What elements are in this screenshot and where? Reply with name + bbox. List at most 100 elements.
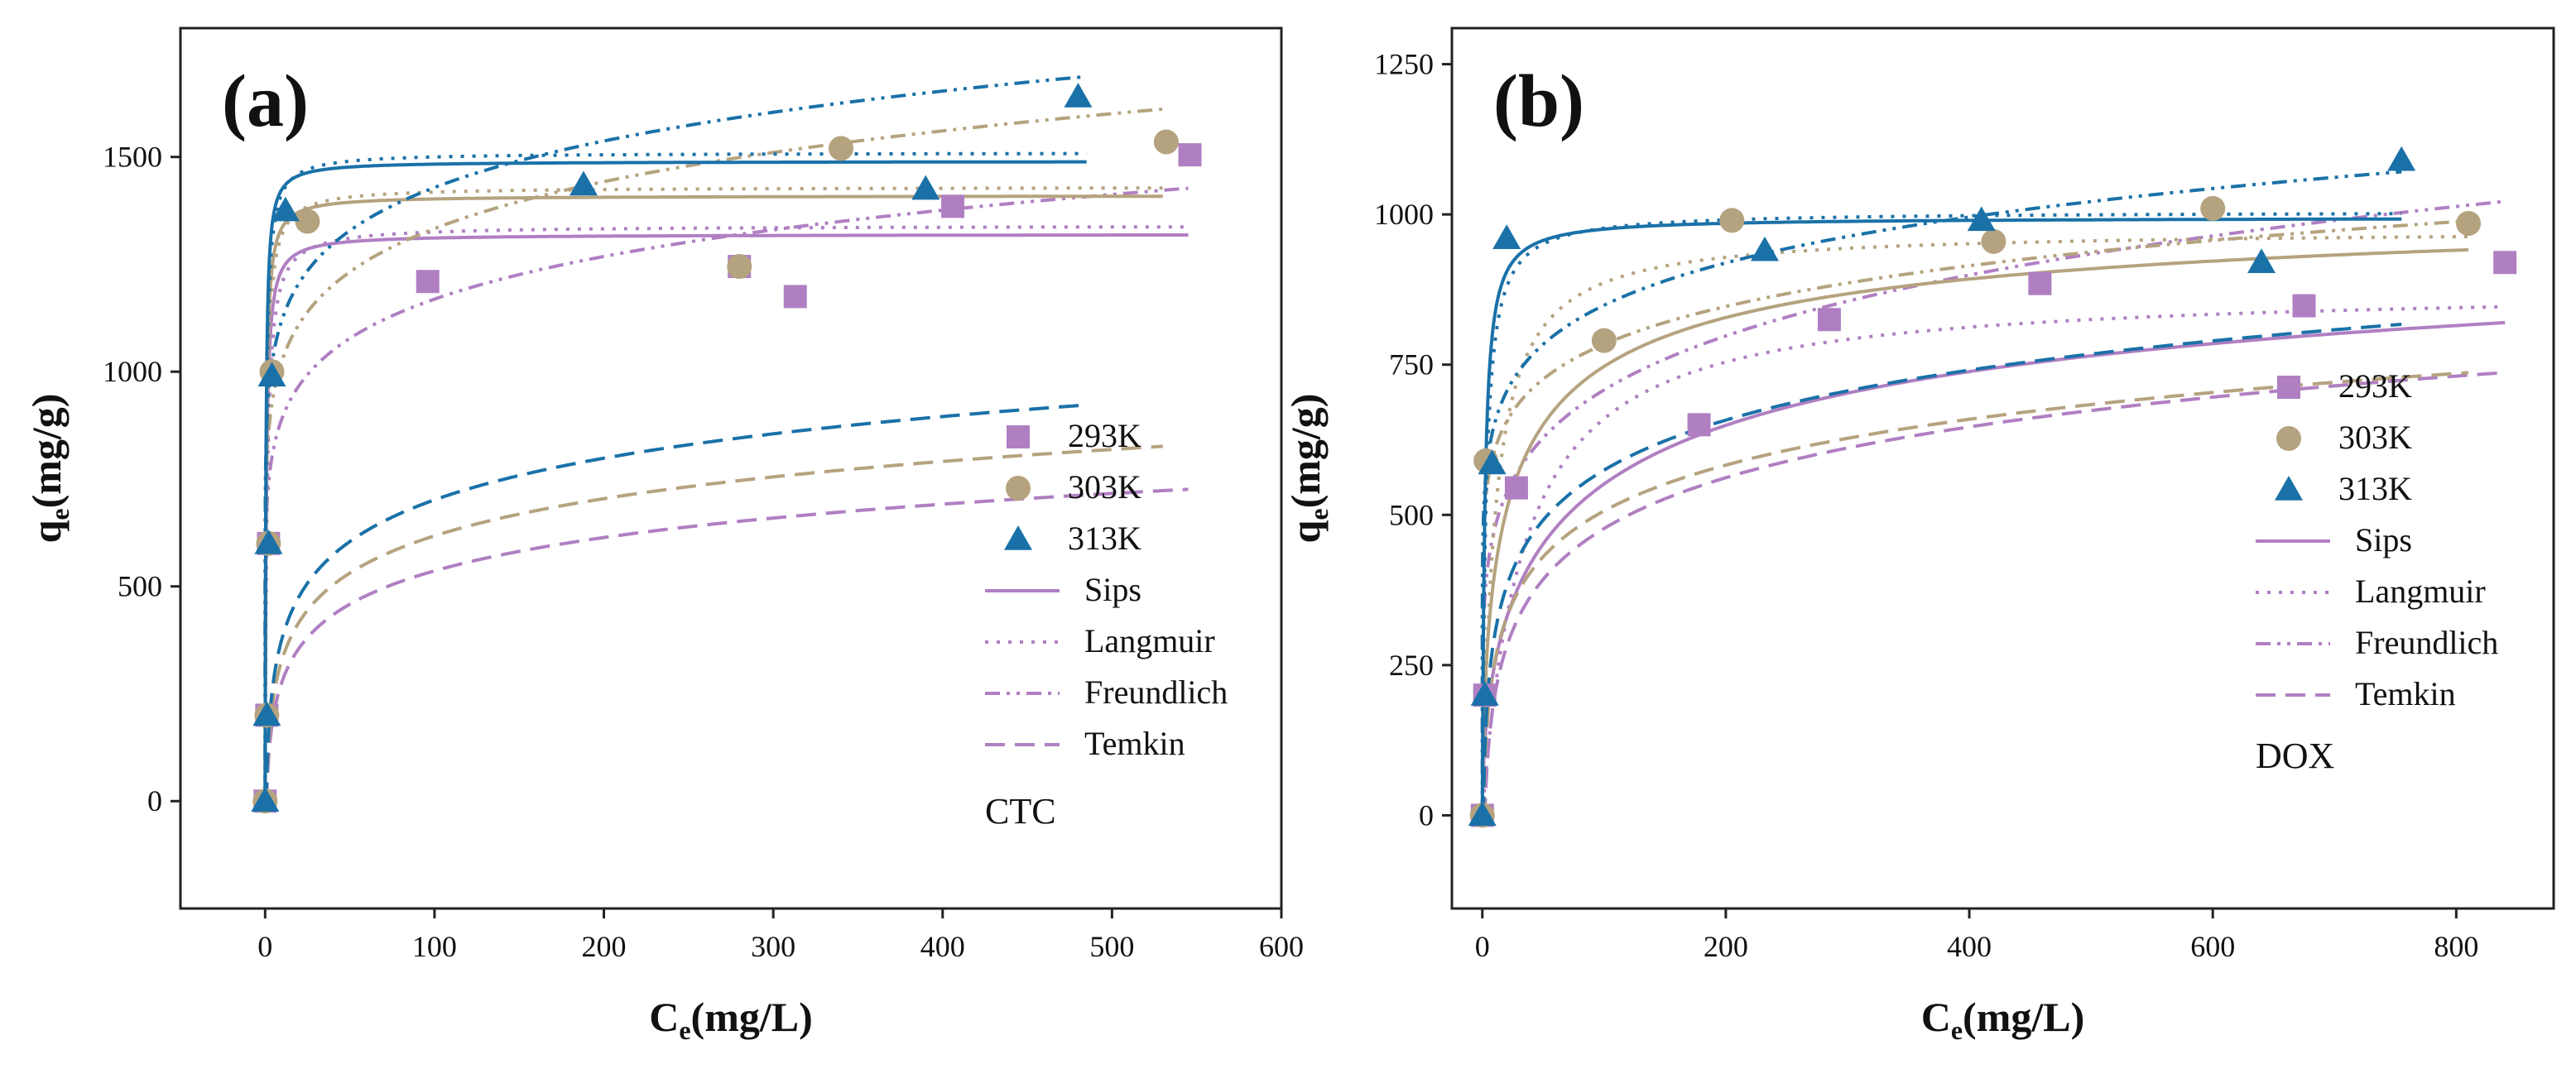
panel-b-point-313K-5 (1967, 206, 1996, 232)
panel-a-y-axis-title: qe(mg/g) (23, 394, 74, 544)
panel-b-legend-label-langmuir: Langmuir (2355, 573, 2486, 610)
panel-b-y-tick-label: 500 (1389, 498, 1434, 531)
panel-a-x-tick-label: 200 (582, 930, 627, 963)
panel-a-legend-label-langmuir: Langmuir (1084, 622, 1215, 659)
panel-a-y-tick-label: 0 (147, 784, 162, 817)
panel-b-point-293K-2 (1504, 476, 1528, 500)
panel-b-plot-frame (1450, 26, 2555, 910)
panel-b-point-313K-0 (1468, 801, 1497, 827)
panel-b-legend-label-293k: 293K (2338, 367, 2412, 405)
panel-a-point-313K-2 (254, 529, 283, 554)
panel-b-legend-label-temkin: Temkin (2355, 675, 2456, 712)
panel-b-x-tick-label: 200 (1704, 930, 1748, 963)
panel-b-panel-label: (b) (1493, 60, 1584, 142)
panel-a-legend-marker-303K (1006, 476, 1031, 501)
panel-b-legend-item-langmuir: Langmuir (2256, 573, 2486, 610)
panel-a-x-tick-label: 500 (1089, 930, 1134, 963)
panel-b-fit-freundlich-313K (1480, 170, 2402, 816)
panel-b-annotation: DOX (2256, 736, 2334, 776)
panel-b-fit-langmuir-313K (1480, 212, 2402, 816)
panel-b-point-313K-7 (2387, 146, 2416, 171)
panel-b-legend-item-temkin: Temkin (2256, 675, 2456, 712)
panel-b-y-tick-label: 1000 (1374, 198, 1434, 231)
panel-a-fit-temkin-293K (265, 487, 1189, 803)
panel-b-point-313K-1 (1470, 681, 1499, 706)
panel-b-legend-label-303k: 303K (2338, 419, 2412, 456)
panel-b-fit-temkin-303K (1482, 371, 2469, 817)
panel-a-x-tick-label: 400 (920, 930, 965, 963)
panel-b-legend-item-freundlich: Freundlich (2256, 624, 2498, 661)
panel-b-y-tick-label: 0 (1419, 798, 1434, 832)
panel-a-legend-marker-313K (1004, 525, 1032, 550)
panel-a-chart: 0 100 200 300 400 500 600 0 500 1000 1500 Ce(mg/L) q… (23, 26, 1304, 1045)
panel-a-fit-temkin-303K (264, 444, 1163, 803)
panel-b-point-303K-3 (1719, 208, 1745, 233)
panel-a-annotation: CTC (985, 791, 1056, 832)
panel-a-legend-label-temkin: Temkin (1084, 725, 1185, 762)
panel-a-legend-item-sips: Sips (985, 571, 1141, 608)
panel-b-point-303K-6 (2456, 211, 2482, 237)
panel-b-legend-item-sips: Sips (2256, 521, 2412, 558)
panel-a-legend-label-293k: 293K (1068, 417, 1141, 454)
panel-b-fit-sips-303K (1480, 247, 2469, 816)
panel-a-fit-freundlich-293K (263, 186, 1189, 802)
panel-b-legend-marker-293K (2277, 376, 2300, 399)
panel-b-x-tick-label: 800 (2434, 930, 2478, 963)
panel-b-legend-marker-303K (2276, 426, 2301, 451)
panel-b-legend-item-313k: 313K (2275, 470, 2412, 507)
panel-b-point-313K-3 (1492, 224, 1521, 249)
panel-b-point-303K-5 (2200, 195, 2226, 221)
panel-b-fit-temkin-313K (1482, 323, 2402, 817)
panel-a-legend-label-sips: Sips (1084, 571, 1141, 608)
panel-b-x-tick-label: 0 (1475, 930, 1490, 963)
panel-a-point-293K-3 (416, 270, 440, 294)
panel-b-y-tick-label: 250 (1389, 649, 1434, 682)
panel-b-point-303K-4 (1981, 228, 2006, 254)
panel-a-legend-label-freundlich: Freundlich (1084, 674, 1228, 711)
panel-a-fit-langmuir-293K (263, 225, 1189, 802)
panel-a-legend-label-303k: 303K (1068, 468, 1141, 506)
panel-a-legend-label-313k: 313K (1068, 520, 1141, 557)
panel-b-x-tick-label: 400 (1947, 930, 1992, 963)
panel-a-y-tick-label: 1000 (103, 355, 162, 388)
panel-a-legend-item-303k: 303K (1006, 468, 1141, 506)
panel-b-point-313K-6 (2247, 248, 2276, 273)
panel-b-legend-label-sips: Sips (2355, 521, 2412, 558)
panel-a-fit-sips-303K (263, 194, 1163, 802)
panel-a-x-tick-label: 100 (412, 930, 457, 963)
panel-a-point-313K-7 (1064, 83, 1093, 108)
panel-b-chart: 0 200 400 600 800 0 250 500 750 1000 1250 Ce(mg/L) q… (1282, 26, 2555, 1045)
panel-b-point-293K-4 (1817, 308, 1841, 332)
panel-b-legend-label-313k: 313K (2338, 470, 2412, 507)
panel-a-point-313K-6 (911, 175, 940, 200)
panel-a-legend-item-293k: 293K (1007, 417, 1141, 454)
panel-b-y-tick-label: 750 (1389, 348, 1434, 381)
panel-a-fit-langmuir-313K (263, 151, 1087, 802)
panel-b-point-293K-6 (2292, 294, 2316, 318)
panel-a-legend-item-freundlich: Freundlich (985, 674, 1228, 711)
panel-a-point-313K-3 (257, 362, 286, 387)
panel-a-point-303K-4 (295, 209, 320, 234)
panel-a-legend-marker-293K (1007, 425, 1030, 448)
panel-b-point-303K-2 (1591, 328, 1617, 353)
panel-a-point-303K-7 (1153, 129, 1179, 155)
panel-b-x-tick-label: 600 (2190, 930, 2235, 963)
panel-a-point-293K-7 (1178, 143, 1202, 167)
panel-a-fit-freundlich-313K (263, 74, 1087, 802)
panel-b-point-313K-2 (1478, 449, 1507, 475)
panel-a-point-303K-5 (727, 254, 752, 280)
panel-a-x-axis-title: Ce(mg/L) (649, 994, 813, 1045)
panel-a-legend-item-313k: 313K (1004, 520, 1141, 557)
panel-a-point-313K-4 (271, 196, 300, 222)
panel-a-fit-sips-293K (263, 233, 1189, 802)
panel-b-legend-item-293k: 293K (2277, 367, 2412, 405)
panel-b-x-axis-title: Ce(mg/L) (1921, 994, 2085, 1045)
panel-b-point-313K-4 (1750, 236, 1779, 261)
panel-b-y-axis-title: qe(mg/g) (1282, 394, 1334, 544)
panel-b-fit-freundlich-293K (1480, 199, 2506, 816)
panel-a-point-313K-1 (252, 701, 281, 726)
panel-b-legend-label-freundlich: Freundlich (2355, 624, 2498, 661)
panel-a-legend-item-langmuir: Langmuir (985, 622, 1215, 659)
panel-a-x-tick-label: 300 (751, 930, 795, 963)
